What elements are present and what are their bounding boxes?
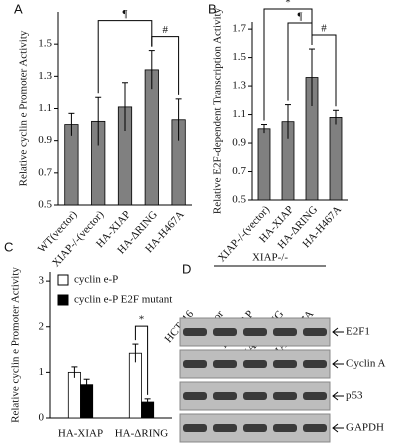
row-arrow — [332, 391, 344, 401]
row-label: GAPDH — [346, 422, 384, 434]
y-tick-label: 0.5 — [232, 194, 246, 206]
error-bar — [333, 109, 339, 125]
error-bar — [95, 96, 102, 146]
blot-band — [243, 424, 267, 432]
row-label: E2F1 — [346, 326, 370, 338]
panel-letter: B — [208, 1, 217, 16]
blot-band — [273, 392, 297, 400]
blot-band — [183, 424, 207, 432]
blot-band — [243, 360, 267, 368]
significance-label: ¶ — [123, 8, 128, 20]
y-tick-label: 0.9 — [232, 137, 246, 149]
blot-band — [243, 392, 267, 400]
error-bar — [71, 366, 78, 378]
y-tick-label: 1 — [39, 366, 45, 378]
blot-band — [213, 360, 237, 368]
legend-label: cyclin e-P — [74, 274, 118, 286]
y-tick-label: 3 — [39, 275, 45, 287]
y-tick-label: 1.5 — [38, 38, 52, 50]
row-label: Cyclin A — [346, 358, 385, 370]
blot-band — [183, 328, 207, 336]
blot-band — [273, 328, 297, 336]
blot-band — [183, 392, 207, 400]
panel-letter: C — [4, 239, 13, 254]
significance-bracket — [134, 325, 149, 395]
bar — [144, 69, 159, 206]
x-tick-label: HA-XIAP — [58, 428, 103, 440]
blot-band — [213, 328, 237, 336]
y-tick-label: 0 — [39, 412, 45, 424]
blot-band — [303, 360, 327, 368]
y-tick-label: 1.7 — [232, 23, 246, 35]
blot-band — [243, 328, 267, 336]
significance-bracket — [287, 22, 313, 101]
bar — [64, 124, 79, 206]
error-bar — [68, 112, 75, 136]
blot-band — [213, 424, 237, 432]
y-tick-label: 1.1 — [38, 102, 52, 114]
y-tick-label: 1.3 — [38, 70, 52, 82]
y-axis-label: Relative cyclin e Promoter Activity — [10, 267, 22, 423]
significance-bracket — [97, 20, 153, 94]
significance-label: # — [321, 23, 327, 35]
blot-band — [183, 360, 207, 368]
y-tick-label: 1.1 — [232, 108, 246, 120]
error-bar — [132, 343, 139, 363]
error-bar — [175, 98, 182, 141]
group-label: XIAP-/- — [252, 252, 288, 264]
blot-band — [303, 392, 327, 400]
x-tick-label: HA-ΔRING — [115, 428, 169, 440]
y-tick-label: 1.5 — [232, 51, 246, 63]
significance-label: ¶ — [298, 11, 303, 23]
y-tick-label: 0.7 — [38, 166, 52, 178]
bar — [128, 352, 142, 419]
error-bar — [309, 48, 315, 107]
bar — [67, 371, 81, 419]
row-arrow — [332, 423, 344, 433]
legend-label: cyclin e-P E2F mutant — [74, 294, 172, 306]
blot-band — [213, 392, 237, 400]
row-arrow — [332, 327, 344, 337]
blot-band — [303, 424, 327, 432]
error-bar — [261, 124, 267, 134]
y-axis-label: Relative E2F-dependent Transcription Act… — [212, 7, 224, 214]
blot-band — [303, 328, 327, 336]
panel-letter: A — [14, 1, 23, 16]
y-tick-label: 0.7 — [232, 165, 246, 177]
legend-swatch — [57, 274, 69, 286]
error-bar — [144, 398, 151, 406]
row-label: p53 — [346, 390, 363, 402]
significance-bracket — [151, 36, 180, 95]
significance-bracket — [311, 34, 337, 107]
significance-label: # — [162, 24, 168, 36]
y-tick-label: 0.9 — [38, 134, 52, 146]
y-tick-label: 0.5 — [38, 199, 52, 211]
bar — [329, 117, 343, 201]
blot-band — [273, 424, 297, 432]
y-tick-label: 2 — [39, 320, 45, 332]
y-axis-label: Relative cyclin e Promoter Activity — [18, 30, 30, 186]
row-arrow — [332, 359, 344, 369]
error-bar — [83, 378, 90, 391]
error-bar — [122, 82, 128, 132]
bar — [257, 128, 271, 201]
panel-letter: D — [182, 261, 191, 276]
legend-swatch — [57, 294, 69, 306]
significance-label: * — [139, 314, 145, 326]
error-bar — [285, 104, 291, 139]
error-bar — [148, 50, 155, 90]
blot-band — [273, 360, 297, 368]
significance-label: * — [285, 0, 291, 9]
y-tick-label: 1.3 — [232, 80, 246, 92]
